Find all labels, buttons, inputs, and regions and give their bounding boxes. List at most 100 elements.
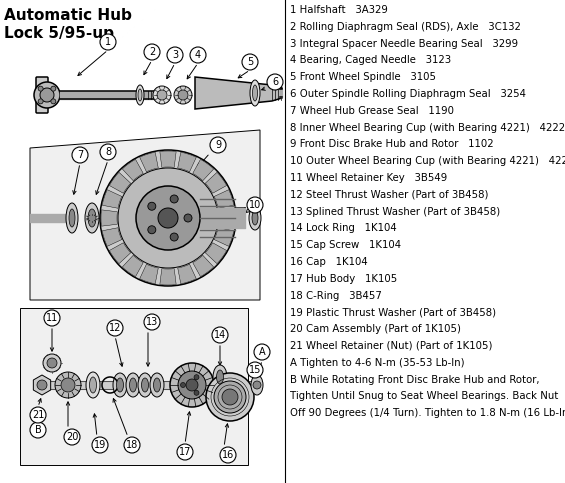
Circle shape xyxy=(170,233,178,241)
Wedge shape xyxy=(140,152,158,172)
Wedge shape xyxy=(205,172,227,193)
Circle shape xyxy=(254,344,270,360)
Text: 10: 10 xyxy=(249,200,261,210)
Wedge shape xyxy=(122,256,144,277)
Circle shape xyxy=(136,186,200,250)
Circle shape xyxy=(51,86,56,91)
Text: 19 Plastic Thrust Washer (Part of 3B458): 19 Plastic Thrust Washer (Part of 3B458) xyxy=(290,307,496,317)
Wedge shape xyxy=(122,159,144,181)
Wedge shape xyxy=(214,227,234,246)
Text: 2 Rolling Diaphragm Seal (RDS), Axle   3C132: 2 Rolling Diaphragm Seal (RDS), Axle 3C1… xyxy=(290,22,521,32)
Circle shape xyxy=(30,407,46,423)
Circle shape xyxy=(212,327,228,343)
Text: 13 Splined Thrust Washer (Part of 3B458): 13 Splined Thrust Washer (Part of 3B458) xyxy=(290,207,500,216)
Circle shape xyxy=(100,150,236,286)
Circle shape xyxy=(190,47,206,63)
Wedge shape xyxy=(214,190,234,208)
Wedge shape xyxy=(101,210,118,226)
Circle shape xyxy=(220,447,236,463)
Text: 14: 14 xyxy=(214,330,226,340)
Ellipse shape xyxy=(129,378,137,392)
Ellipse shape xyxy=(43,354,61,372)
Text: 7: 7 xyxy=(77,150,83,160)
Circle shape xyxy=(118,168,218,268)
Circle shape xyxy=(158,208,178,228)
Text: 12: 12 xyxy=(109,323,121,333)
Circle shape xyxy=(253,381,261,389)
Ellipse shape xyxy=(154,378,160,392)
Ellipse shape xyxy=(141,378,149,392)
Ellipse shape xyxy=(150,373,164,397)
Text: 7 Wheel Hub Grease Seal   1190: 7 Wheel Hub Grease Seal 1190 xyxy=(290,106,454,116)
Circle shape xyxy=(37,380,47,390)
Ellipse shape xyxy=(251,375,263,395)
Text: 9 Front Disc Brake Hub and Rotor   1102: 9 Front Disc Brake Hub and Rotor 1102 xyxy=(290,140,494,149)
Circle shape xyxy=(242,54,258,70)
Text: 4: 4 xyxy=(195,50,201,60)
Circle shape xyxy=(167,47,183,63)
Text: B While Rotating Front Disc Brake Hub and Rotor,: B While Rotating Front Disc Brake Hub an… xyxy=(290,375,540,384)
Text: 20 Cam Assembly (Part of 1K105): 20 Cam Assembly (Part of 1K105) xyxy=(290,324,461,334)
Circle shape xyxy=(194,375,199,380)
Circle shape xyxy=(107,320,123,336)
Circle shape xyxy=(144,314,160,330)
Wedge shape xyxy=(102,227,122,246)
Circle shape xyxy=(44,310,60,326)
Circle shape xyxy=(124,437,140,453)
Ellipse shape xyxy=(126,373,140,397)
Circle shape xyxy=(40,88,54,102)
Ellipse shape xyxy=(86,372,100,398)
Ellipse shape xyxy=(69,209,75,227)
Circle shape xyxy=(148,202,156,210)
Text: 2: 2 xyxy=(149,47,155,57)
Polygon shape xyxy=(30,130,260,300)
Ellipse shape xyxy=(252,211,258,225)
FancyBboxPatch shape xyxy=(36,77,48,89)
Ellipse shape xyxy=(136,85,144,105)
Circle shape xyxy=(178,90,188,100)
Text: 1: 1 xyxy=(105,37,111,47)
Circle shape xyxy=(38,86,43,91)
Text: Tighten Until Snug to Seat Wheel Bearings. Back Nut: Tighten Until Snug to Seat Wheel Bearing… xyxy=(290,391,558,401)
Circle shape xyxy=(72,147,88,163)
FancyBboxPatch shape xyxy=(36,101,48,113)
Wedge shape xyxy=(160,269,176,285)
Polygon shape xyxy=(195,77,282,109)
Text: 11 Wheel Retainer Key   3B549: 11 Wheel Retainer Key 3B549 xyxy=(290,173,447,183)
Wedge shape xyxy=(140,264,158,284)
Text: 16: 16 xyxy=(222,450,234,460)
Circle shape xyxy=(51,99,56,104)
Wedge shape xyxy=(193,159,214,181)
Polygon shape xyxy=(20,308,248,465)
Ellipse shape xyxy=(253,85,258,101)
Ellipse shape xyxy=(138,373,152,397)
Circle shape xyxy=(30,422,46,438)
Wedge shape xyxy=(219,210,235,226)
Circle shape xyxy=(64,429,80,445)
Text: 5: 5 xyxy=(247,57,253,67)
Text: A: A xyxy=(259,347,266,357)
Wedge shape xyxy=(102,190,122,208)
Text: 18 C-Ring   3B457: 18 C-Ring 3B457 xyxy=(290,291,382,300)
Circle shape xyxy=(100,34,116,50)
Circle shape xyxy=(184,214,192,222)
Circle shape xyxy=(180,383,185,387)
Text: Off 90 Degrees (1/4 Turn). Tighten to 1.8 N-m (16 Lb-In): Off 90 Degrees (1/4 Turn). Tighten to 1.… xyxy=(290,408,565,418)
Text: 11: 11 xyxy=(46,313,58,323)
Text: 5 Front Wheel Spindle   3105: 5 Front Wheel Spindle 3105 xyxy=(290,72,436,82)
Wedge shape xyxy=(160,151,176,168)
Circle shape xyxy=(38,99,43,104)
Circle shape xyxy=(194,390,199,395)
Text: 17 Hub Body   1K105: 17 Hub Body 1K105 xyxy=(290,274,397,284)
Circle shape xyxy=(153,86,171,104)
Text: 20: 20 xyxy=(66,432,78,442)
Wedge shape xyxy=(193,256,214,277)
Ellipse shape xyxy=(250,80,260,106)
Text: 3 Integral Spacer Needle Bearing Seal   3299: 3 Integral Spacer Needle Bearing Seal 32… xyxy=(290,39,518,49)
Ellipse shape xyxy=(47,358,57,368)
Circle shape xyxy=(144,44,160,60)
Text: 10 Outer Wheel Bearing Cup (with Bearing 4221)   4222: 10 Outer Wheel Bearing Cup (with Bearing… xyxy=(290,156,565,166)
Text: B: B xyxy=(34,425,41,435)
Circle shape xyxy=(214,381,246,413)
Wedge shape xyxy=(178,152,196,172)
